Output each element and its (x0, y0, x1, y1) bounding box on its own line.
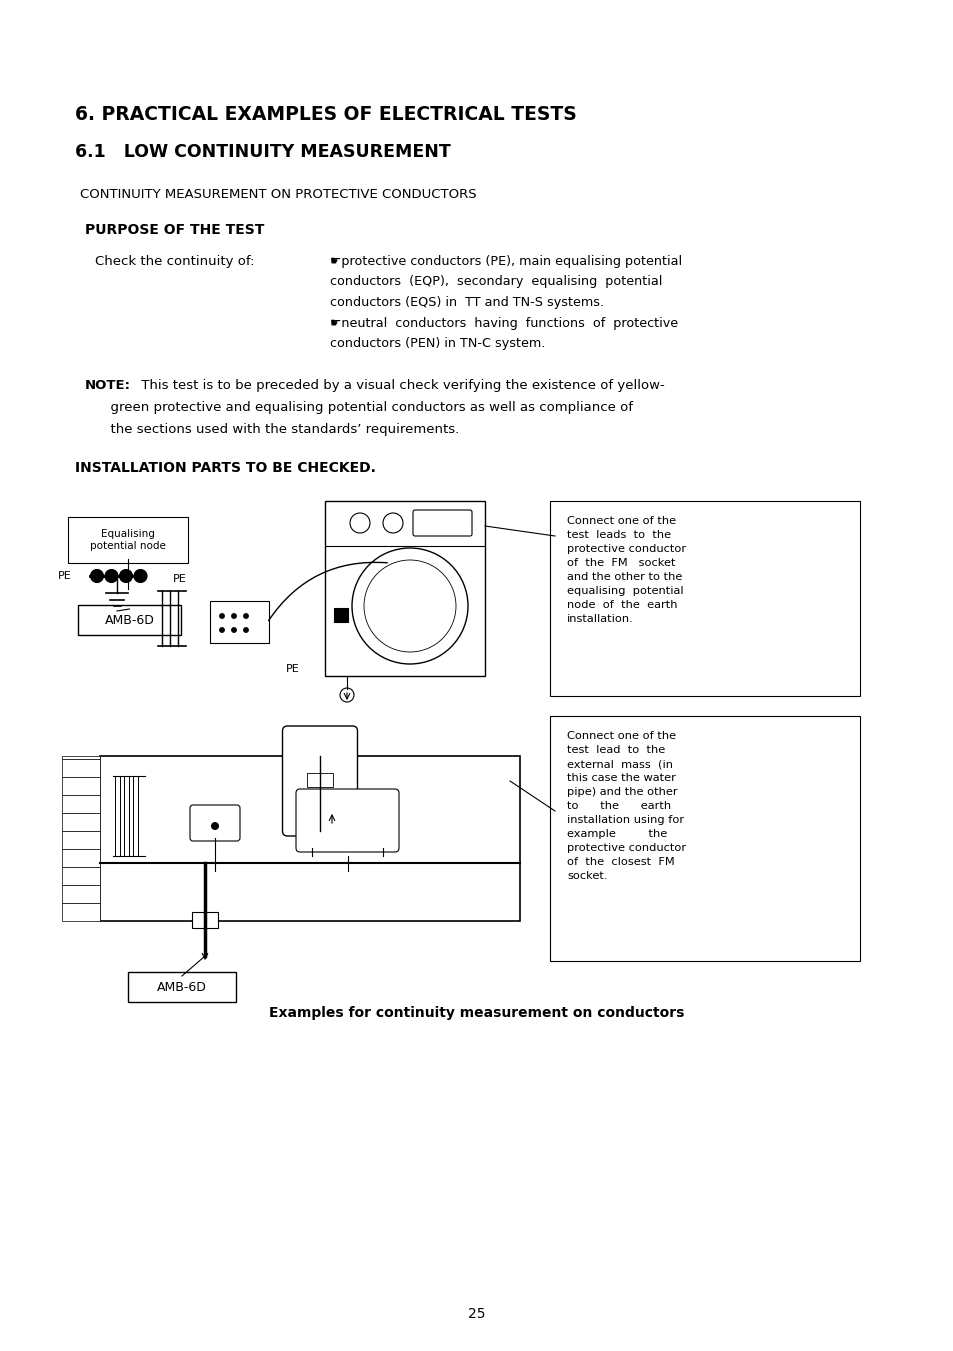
Circle shape (244, 628, 248, 632)
FancyBboxPatch shape (128, 971, 235, 1002)
Text: Connect one of the
test  leads  to  the
protective conductor
of  the  FM   socke: Connect one of the test leads to the pro… (566, 516, 685, 624)
Text: CONTINUITY MEASUREMENT ON PROTECTIVE CONDUCTORS: CONTINUITY MEASUREMENT ON PROTECTIVE CON… (80, 188, 476, 201)
Text: 6.1   LOW CONTINUITY MEASUREMENT: 6.1 LOW CONTINUITY MEASUREMENT (75, 143, 450, 161)
Text: conductors  (EQP),  secondary  equalising  potential: conductors (EQP), secondary equalising p… (330, 276, 661, 289)
FancyBboxPatch shape (550, 716, 859, 961)
FancyBboxPatch shape (68, 517, 188, 563)
FancyBboxPatch shape (307, 773, 333, 788)
FancyBboxPatch shape (62, 759, 100, 777)
FancyBboxPatch shape (62, 902, 100, 921)
Text: ☛neutral  conductors  having  functions  of  protective: ☛neutral conductors having functions of … (330, 316, 678, 330)
FancyBboxPatch shape (100, 757, 519, 921)
Text: Check the continuity of:: Check the continuity of: (95, 255, 254, 267)
Circle shape (211, 821, 219, 830)
Text: conductors (PEN) in TN-C system.: conductors (PEN) in TN-C system. (330, 336, 545, 350)
Text: PE: PE (286, 663, 299, 674)
Text: PURPOSE OF THE TEST: PURPOSE OF THE TEST (85, 223, 264, 236)
Text: INSTALLATION PARTS TO BE CHECKED.: INSTALLATION PARTS TO BE CHECKED. (75, 461, 375, 476)
Text: the sections used with the standards’ requirements.: the sections used with the standards’ re… (85, 423, 458, 436)
Text: AMB-6D: AMB-6D (157, 981, 207, 993)
FancyBboxPatch shape (62, 885, 100, 902)
Circle shape (244, 613, 248, 619)
FancyBboxPatch shape (210, 601, 269, 643)
FancyBboxPatch shape (550, 501, 859, 696)
FancyBboxPatch shape (62, 867, 100, 885)
Circle shape (232, 613, 236, 619)
FancyBboxPatch shape (62, 777, 100, 794)
Circle shape (133, 570, 147, 582)
FancyBboxPatch shape (62, 813, 100, 831)
Text: Connect one of the
test  lead  to  the
external  mass  (in
this case the water
p: Connect one of the test lead to the exte… (566, 731, 685, 881)
Text: Equalising
potential node: Equalising potential node (90, 530, 166, 551)
FancyBboxPatch shape (62, 757, 100, 759)
FancyBboxPatch shape (62, 848, 100, 867)
Text: green protective and equalising potential conductors as well as compliance of: green protective and equalising potentia… (85, 401, 633, 413)
Text: ☛protective conductors (PE), main equalising potential: ☛protective conductors (PE), main equali… (330, 255, 681, 267)
Text: PE: PE (58, 571, 71, 581)
Text: PE: PE (172, 574, 187, 584)
FancyBboxPatch shape (325, 501, 484, 676)
Text: conductors (EQS) in  TT and TN-S systems.: conductors (EQS) in TT and TN-S systems. (330, 296, 603, 309)
Circle shape (219, 628, 224, 632)
FancyBboxPatch shape (192, 912, 218, 928)
FancyBboxPatch shape (295, 789, 398, 852)
Text: This test is to be preceded by a visual check verifying the existence of yellow-: This test is to be preceded by a visual … (137, 380, 664, 392)
Circle shape (105, 570, 118, 582)
Text: NOTE:: NOTE: (85, 380, 131, 392)
FancyBboxPatch shape (282, 725, 357, 836)
FancyBboxPatch shape (334, 608, 348, 621)
Circle shape (119, 570, 132, 582)
Circle shape (91, 570, 103, 582)
Text: Examples for continuity measurement on conductors: Examples for continuity measurement on c… (269, 1006, 684, 1020)
Text: 6. PRACTICAL EXAMPLES OF ELECTRICAL TESTS: 6. PRACTICAL EXAMPLES OF ELECTRICAL TEST… (75, 105, 577, 124)
FancyBboxPatch shape (62, 831, 100, 848)
Circle shape (232, 628, 236, 632)
FancyBboxPatch shape (62, 794, 100, 813)
FancyBboxPatch shape (78, 605, 181, 635)
Circle shape (219, 613, 224, 619)
FancyBboxPatch shape (190, 805, 240, 842)
FancyBboxPatch shape (413, 509, 472, 536)
Text: 25: 25 (468, 1306, 485, 1321)
Text: AMB-6D: AMB-6D (105, 613, 154, 627)
